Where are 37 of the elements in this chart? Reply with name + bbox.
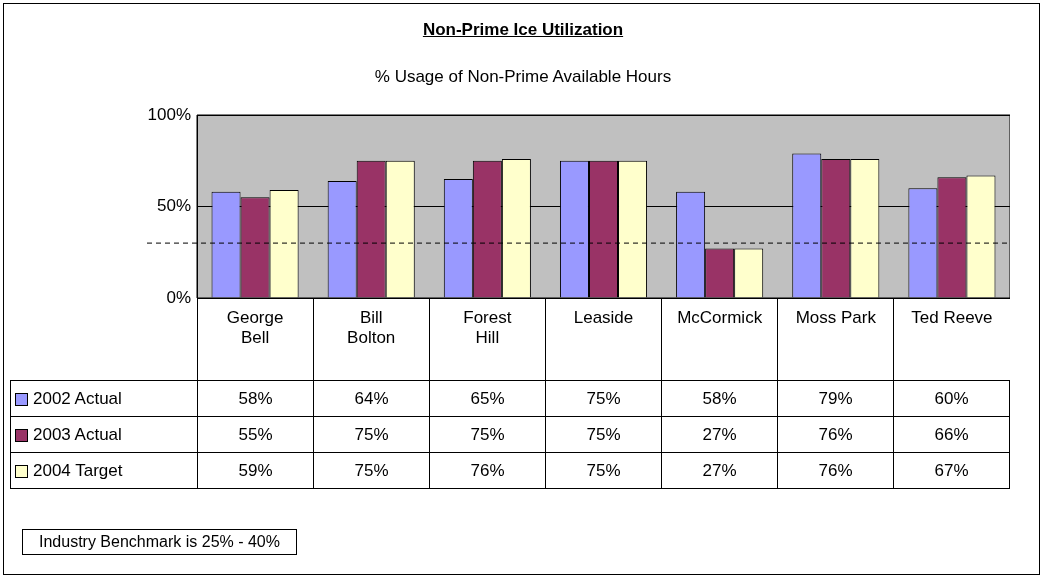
x-tick-label: Moss Park (795, 307, 877, 327)
data-label: 76% (429, 452, 546, 489)
legend-label: 2004 Target (10, 452, 198, 489)
x-tick-label: Bill Bolton (347, 307, 396, 348)
data-label: 75% (545, 416, 662, 453)
x-tick-label: Forest Hill (463, 307, 512, 348)
data-label: 58% (661, 380, 778, 417)
data-label: 75% (545, 452, 662, 489)
data-label: 79% (777, 380, 894, 417)
data-label: 55% (197, 416, 314, 453)
x-tick-label: McCormick (677, 307, 763, 327)
data-label: 58% (197, 380, 314, 417)
data-label: 27% (661, 452, 778, 489)
x-tick-label: Ted Reeve (911, 307, 993, 327)
data-label: 59% (197, 452, 314, 489)
data-label: 76% (777, 416, 894, 453)
data-label: 76% (777, 452, 894, 489)
data-label: 67% (893, 452, 1010, 489)
data-label: 75% (429, 416, 546, 453)
data-label: 65% (429, 380, 546, 417)
x-tick-label: George Bell (226, 307, 284, 348)
y-tick-label: 0% (166, 287, 191, 307)
data-label: 64% (313, 380, 430, 417)
x-tick-label: Leaside (573, 307, 634, 327)
data-label: 66% (893, 416, 1010, 453)
chart-subtitle: % Usage of Non-Prime Available Hours (373, 67, 673, 87)
data-label: 75% (313, 452, 430, 489)
data-label: 27% (661, 416, 778, 453)
chart-title: Non-Prime Ice Utilization (421, 20, 625, 40)
data-label: 60% (893, 380, 1010, 417)
y-tick-label: 50% (156, 196, 191, 216)
legend-label: 2002 Actual (10, 380, 198, 417)
y-tick-label: 100% (147, 104, 191, 124)
text: Industry Benchmark is 25% - 40% (22, 529, 297, 555)
legend-label: 2003 Actual (10, 416, 198, 453)
data-label: 75% (313, 416, 430, 453)
data-label: 75% (545, 380, 662, 417)
